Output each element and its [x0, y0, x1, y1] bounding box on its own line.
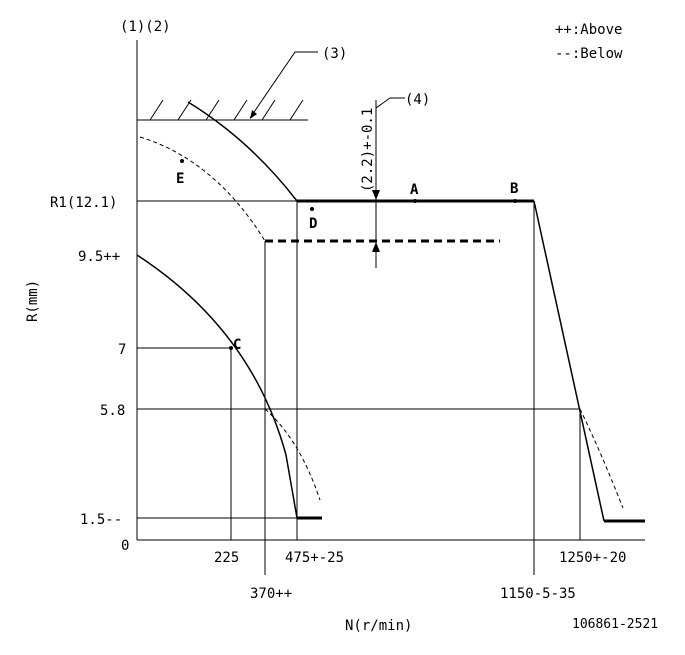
point-b-dot: [513, 199, 517, 203]
callout-3-leader: [249, 51, 318, 119]
upper-dashed-curve: [139, 136, 266, 242]
y-label-9-5: 9.5++: [78, 249, 120, 265]
x-label-1250: 1250+-20: [559, 550, 626, 566]
callout-3-label: (3): [322, 46, 347, 62]
stopper-hatch: [137, 99, 308, 121]
x-label-475: 475+-25: [285, 550, 344, 566]
y-label-r1: R1(12.1): [50, 195, 117, 211]
point-d-label: D: [309, 216, 317, 232]
x-label-225: 225: [214, 550, 239, 566]
dimension-label: (2.2)+-0.1: [360, 108, 376, 192]
dim-4-arrow-up: [372, 242, 380, 252]
callout-4-leader: [375, 97, 405, 109]
y-label-zero: 0: [121, 538, 129, 554]
y-label-1-5: 1.5--: [80, 512, 122, 528]
lower-dashed-curve: [264, 408, 321, 501]
point-e-label: E: [176, 171, 184, 187]
dim-4-arrow-down: [372, 190, 380, 200]
x-axis-title: N(r/min): [345, 618, 412, 634]
y-axis-title: R(mm): [25, 280, 41, 322]
fall-dashed-tail: [579, 408, 624, 509]
point-a-label: A: [410, 182, 419, 198]
callout-4-label: (4): [405, 92, 430, 108]
y-label-7: 7: [118, 342, 126, 358]
x-label-1150: 1150-5-35: [500, 586, 576, 602]
legend-above: ++:Above: [555, 22, 622, 38]
x-label-370: 370++: [250, 586, 292, 602]
callout-3-arrowhead: [250, 110, 257, 119]
fall-line: [533, 200, 605, 522]
axis-id-label: (1)(2): [120, 19, 171, 35]
drawing-code: 106861-2521: [572, 617, 658, 632]
point-c-dot: [229, 346, 233, 350]
upper-curve: [187, 101, 298, 202]
y-label-5-8: 5.8: [100, 403, 125, 419]
point-d-dot: [310, 207, 314, 211]
point-b-label: B: [510, 181, 518, 197]
point-c-label: C: [233, 337, 241, 353]
point-a-dot: [413, 199, 417, 203]
lower-curve: [136, 254, 322, 519]
legend-below: --:Below: [555, 46, 623, 62]
point-e-dot: [180, 159, 184, 163]
